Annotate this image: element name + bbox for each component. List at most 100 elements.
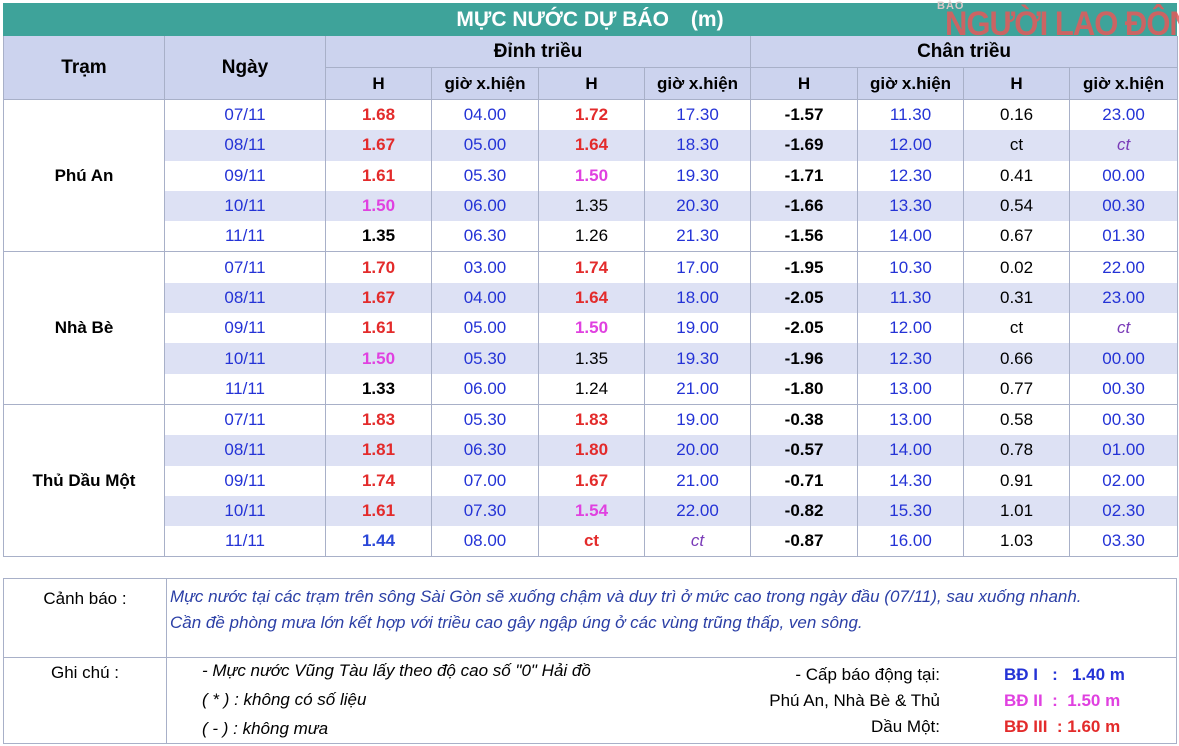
table-row: 10/11 1.50 06.00 1.35 20.30 -1.66 13.30 0.54 00.… <box>4 190 1179 222</box>
table-row: 10/11 1.50 05.30 1.35 19.30 -1.96 12.30 0.66 00.… <box>4 343 1179 374</box>
high-tide-time2: 17.00 <box>643 251 752 283</box>
forecast-body: Phú An 07/11 1.68 04.00 1.72 17.30 -1.57 11.30 0… <box>3 98 1179 558</box>
col-header-h: H <box>963 67 1071 100</box>
high-tide-time2: 18.00 <box>643 282 752 314</box>
low-tide-time2: 00.00 <box>1069 343 1179 374</box>
table-row: Nhà Bè 07/11 1.70 03.00 1.74 17.00 -1.95 10.30 0… <box>3 251 1179 405</box>
low-tide-time1: 14.00 <box>857 435 965 466</box>
high-tide-time2: 19.30 <box>643 160 752 191</box>
low-tide-time1: 10.30 <box>857 251 965 283</box>
low-tide-h2: 0.31 <box>963 282 1071 314</box>
col-header-h: H <box>325 67 432 100</box>
alarm-level-1: BĐ I : 1.40 m <box>1004 665 1125 684</box>
high-tide-h2: 1.35 <box>538 343 645 374</box>
note-line: ( - ) : không mưa <box>202 719 329 738</box>
high-tide-time1: 06.30 <box>431 435 539 466</box>
low-tide-h2: 0.77 <box>963 373 1071 405</box>
table-row: 08/11 1.81 06.30 1.80 20.00 -0.57 14.00 0.78 01.… <box>4 435 1179 466</box>
high-tide-h1: 1.35 <box>325 221 432 252</box>
low-tide-h1: -1.66 <box>750 190 859 222</box>
low-tide-h1: -1.96 <box>750 343 859 374</box>
low-tide-h1: -0.57 <box>750 435 859 466</box>
low-tide-time1: 12.30 <box>857 343 965 374</box>
low-tide-h2: ct <box>963 130 1071 161</box>
low-tide-time2: 22.00 <box>1069 251 1179 283</box>
low-tide-h1: -1.69 <box>750 130 859 161</box>
high-tide-h2: ct <box>538 526 645 558</box>
high-tide-time2: 17.30 <box>643 99 752 131</box>
date-cell: 11/11 <box>164 373 326 405</box>
high-tide-time1: 04.00 <box>431 99 539 131</box>
low-tide-h2: 0.58 <box>963 403 1071 436</box>
note-label: Ghi chú : <box>50 663 120 682</box>
date-cell: 09/11 <box>164 313 326 344</box>
low-tide-h1: -1.95 <box>750 251 859 283</box>
col-header-h: H <box>538 67 645 100</box>
high-tide-time1: 05.30 <box>431 160 539 191</box>
low-tide-time1: 16.00 <box>857 526 965 558</box>
title-band: MỰC NƯỚC DỰ BÁO(m) BÁO NGƯỜI LAO ĐỘNG <box>3 0 1179 43</box>
date-cell: 07/11 <box>164 99 326 131</box>
high-tide-h2: 1.26 <box>538 221 645 252</box>
low-tide-time1: 13.30 <box>857 190 965 222</box>
low-tide-h1: -0.87 <box>750 526 859 558</box>
low-tide-time2: 03.30 <box>1069 526 1179 558</box>
high-tide-time2: 19.00 <box>643 403 752 436</box>
low-tide-h1: -1.71 <box>750 160 859 191</box>
high-tide-h1: 1.67 <box>325 282 432 314</box>
table-row: 08/11 1.67 04.00 1.64 18.00 -2.05 11.30 0.31 23.… <box>4 282 1179 314</box>
high-tide-h2: 1.72 <box>538 99 645 131</box>
high-tide-time1: 08.00 <box>431 526 539 558</box>
col-header-time: giờ x.hiện <box>431 67 539 100</box>
low-tide-h1: -0.82 <box>750 495 859 527</box>
title-unit: (m) <box>690 8 724 31</box>
low-tide-h2: 1.01 <box>963 495 1071 527</box>
high-tide-h1: 1.83 <box>325 403 432 436</box>
table-row: 09/11 1.74 07.00 1.67 21.00 -0.71 14.30 0.91 02.… <box>4 465 1179 496</box>
low-tide-time2: 01.00 <box>1069 435 1179 466</box>
date-cell: 08/11 <box>164 282 326 314</box>
high-tide-h2: 1.67 <box>538 465 645 496</box>
low-tide-h1: -1.80 <box>750 373 859 405</box>
col-header-high-tide: Đỉnh triều <box>324 36 752 68</box>
alarm-level-3: BĐ III : 1.60 m <box>1004 717 1121 736</box>
high-tide-h1: 1.50 <box>325 190 432 222</box>
high-tide-h1: 1.61 <box>325 495 432 527</box>
high-tide-h1: 1.33 <box>325 373 432 405</box>
date-cell: 07/11 <box>164 251 326 283</box>
date-cell: 08/11 <box>164 130 326 161</box>
page-title: MỰC NƯỚC DỰ BÁO (m) <box>3 3 1177 36</box>
warning-line: Mực nước tại các trạm trên sông Sài Gòn … <box>170 587 1082 606</box>
logo-small-text: BÁO <box>937 0 965 12</box>
station-name: Phú An <box>3 98 165 253</box>
low-tide-time2: 00.30 <box>1069 190 1179 222</box>
low-tide-h2: 0.67 <box>963 221 1071 252</box>
notes-divider-horizontal <box>4 657 1176 658</box>
high-tide-h2: 1.64 <box>538 130 645 161</box>
low-tide-time2: 00.30 <box>1069 373 1179 405</box>
high-tide-h1: 1.74 <box>325 465 432 496</box>
low-tide-time2: 23.00 <box>1069 99 1179 131</box>
low-tide-h2: 0.91 <box>963 465 1071 496</box>
high-tide-time1: 07.30 <box>431 495 539 527</box>
low-tide-time2: 00.30 <box>1069 403 1179 436</box>
low-tide-h1: -2.05 <box>750 282 859 314</box>
low-tide-time1: 14.30 <box>857 465 965 496</box>
low-tide-time1: 14.00 <box>857 221 965 252</box>
date-cell: 10/11 <box>164 495 326 527</box>
high-tide-time2: 20.30 <box>643 190 752 222</box>
high-tide-time1: 07.00 <box>431 465 539 496</box>
col-header-time: giờ x.hiện <box>857 67 965 100</box>
low-tide-time1: 12.00 <box>857 130 965 161</box>
high-tide-time1: 05.30 <box>431 403 539 436</box>
low-tide-h1: -1.56 <box>750 221 859 252</box>
high-tide-h2: 1.50 <box>538 313 645 344</box>
high-tide-h2: 1.83 <box>538 403 645 436</box>
high-tide-time2: 18.30 <box>643 130 752 161</box>
col-header-h: H <box>750 67 859 100</box>
low-tide-time2: 02.00 <box>1069 465 1179 496</box>
low-tide-h2: 0.66 <box>963 343 1071 374</box>
low-tide-time2: ct <box>1069 313 1179 344</box>
high-tide-time1: 06.00 <box>431 190 539 222</box>
high-tide-time1: 03.00 <box>431 251 539 283</box>
